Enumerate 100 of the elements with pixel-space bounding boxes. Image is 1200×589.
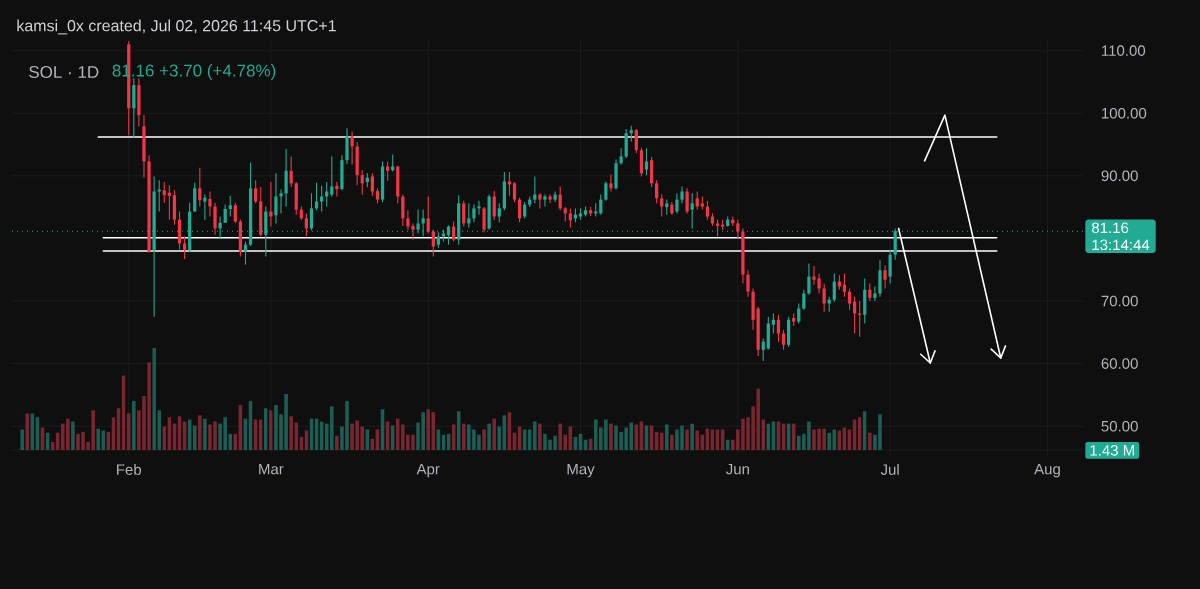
bar (126, 413, 131, 450)
candlestick (284, 148, 288, 208)
y-tick-label: 50.00 (1101, 420, 1138, 432)
bar (664, 424, 669, 450)
candlestick (543, 194, 547, 208)
text: 13:14:44 (1092, 239, 1150, 251)
x-tick-label: Jun (725, 463, 749, 475)
candlestick (233, 202, 237, 224)
candlestick (228, 195, 232, 218)
candlestick (193, 182, 197, 213)
y-tick-label: 90.00 (1101, 170, 1138, 182)
candlestick (492, 190, 496, 221)
bar (426, 409, 431, 450)
bar (96, 428, 101, 450)
candlestick (304, 212, 309, 238)
candlestick (771, 312, 775, 335)
candlestick (279, 189, 283, 214)
candlestick (660, 194, 664, 218)
candlestick (243, 241, 248, 266)
candlestick (705, 200, 710, 221)
candlestick (477, 200, 481, 216)
bar (533, 421, 537, 450)
candlestick (852, 296, 857, 335)
y-tick-label: 70.00 (1101, 295, 1138, 307)
y-tick-label: 60.00 (1101, 358, 1138, 369)
candlestick (878, 259, 882, 298)
candlestick (507, 171, 512, 197)
bar (685, 429, 689, 450)
candlestick (639, 147, 644, 177)
y-tick-label: 110.00 (1102, 45, 1146, 56)
candlestick (883, 264, 887, 290)
candlestick (655, 179, 659, 204)
candlestick (512, 181, 517, 203)
candlestick (649, 156, 654, 188)
candlestick (223, 204, 227, 224)
candlestick (685, 187, 689, 214)
bar (335, 435, 339, 450)
candlestick (269, 181, 273, 228)
candlestick (320, 185, 324, 213)
candlestick (761, 338, 765, 362)
candlestick (426, 195, 430, 234)
text: 1.43 M (1090, 445, 1134, 456)
bar (497, 426, 502, 450)
bar (329, 406, 334, 450)
candlestick (624, 128, 628, 159)
candlestick (533, 175, 537, 204)
candlestick (462, 200, 466, 228)
bar (538, 423, 542, 450)
bar (421, 412, 425, 450)
candlestick (182, 235, 187, 260)
candlestick (482, 206, 486, 233)
candlestick (198, 167, 202, 208)
bar (827, 432, 832, 450)
candlestick (274, 172, 278, 224)
bar (695, 430, 700, 450)
candlestick (604, 180, 608, 202)
candlestick (822, 282, 826, 313)
bar (71, 421, 75, 450)
x-tick-label: May (567, 463, 595, 478)
candlestick (401, 194, 405, 227)
candlestick (736, 219, 740, 239)
candlestick (385, 160, 390, 182)
candlestick (807, 262, 811, 296)
y-tick-label: 100.00 (1102, 107, 1147, 119)
candlestick (695, 190, 699, 211)
candlestick (644, 147, 649, 176)
candlestick (431, 229, 435, 258)
x-tick-label: Feb (117, 463, 142, 475)
candlestick (350, 130, 354, 166)
bar (203, 418, 207, 450)
candlestick (335, 181, 339, 198)
candlestick (497, 202, 501, 223)
bar (289, 416, 293, 450)
candlestick (360, 169, 364, 196)
candlestick (873, 286, 877, 302)
x-tick-label: Mar (259, 463, 284, 475)
candlestick (690, 192, 694, 229)
candlestick (467, 202, 471, 229)
bar (487, 423, 491, 450)
candlestick (314, 182, 319, 211)
text: kamsi_0x created, Jul 02, 2026 11:45 UTC+1 (17, 19, 336, 35)
candlestick (345, 127, 349, 165)
x-tick-label: Apr (416, 463, 440, 478)
candlestick (213, 202, 217, 236)
ref-line-label: 81.16 (1092, 222, 1129, 234)
candlestick (619, 147, 623, 166)
bar (482, 429, 486, 450)
candlestick (208, 190, 212, 218)
candlestick (330, 155, 334, 198)
candlestick (568, 207, 572, 229)
candlestick (254, 179, 258, 204)
candlestick (842, 272, 847, 298)
bar (868, 432, 872, 450)
candlestick (553, 190, 557, 203)
candlestick (167, 184, 171, 221)
candlestick (776, 314, 781, 343)
bar (198, 415, 202, 450)
candlestick (203, 194, 207, 221)
candlestick (888, 249, 892, 285)
candlestick (132, 77, 136, 139)
